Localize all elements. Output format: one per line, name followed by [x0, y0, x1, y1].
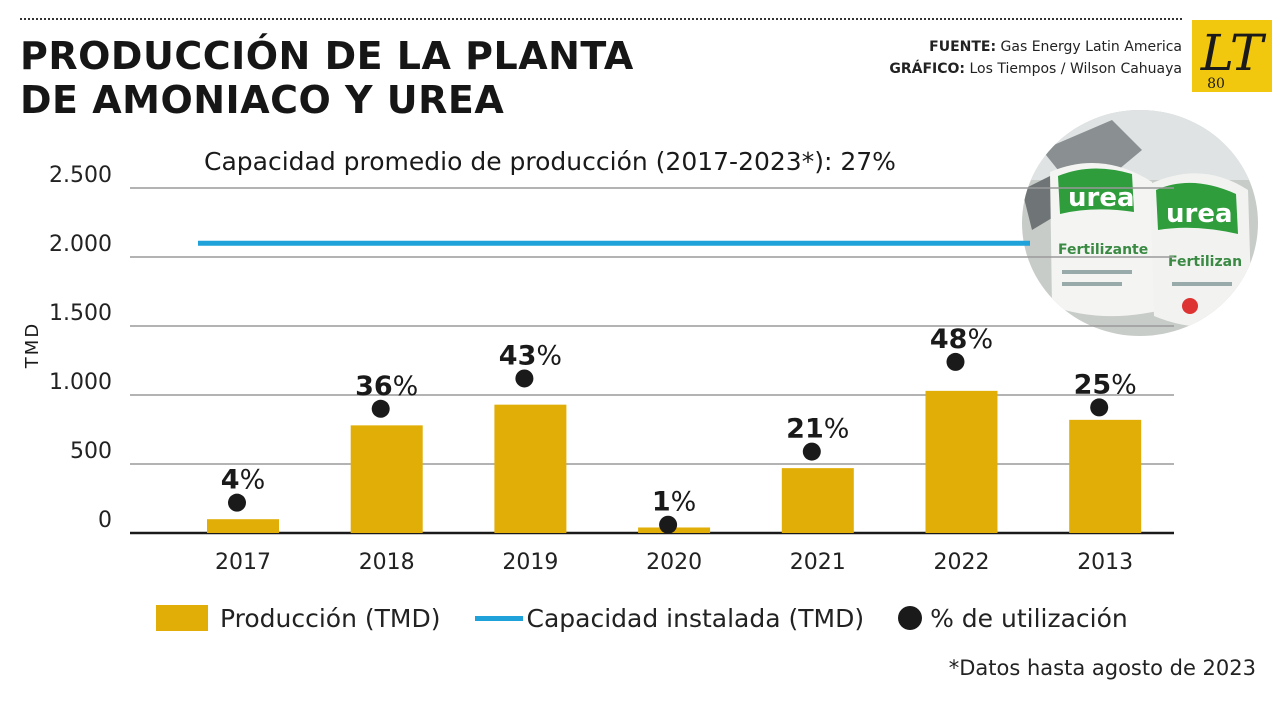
- bar-production: [781, 468, 854, 533]
- label-layer: 0 500 1.000 1.500 2.000 2.500 4% 36% 43% 1% 21% 48%…: [49, 163, 1137, 575]
- utilization-dot: [228, 493, 246, 512]
- legend-label-production: Producción (TMD): [220, 603, 441, 633]
- title-line-2: DE AMONIACO Y UREA: [20, 78, 505, 122]
- bar-production: [207, 519, 279, 533]
- x-tick-label: 2020: [646, 550, 702, 575]
- legend-item-production: Producción (TMD): [156, 604, 441, 633]
- bag-label-2: urea: [1166, 199, 1233, 229]
- y-tick-label: 2.500: [49, 163, 112, 188]
- data-label: 4%: [221, 465, 265, 496]
- bag-text-1: Fertilizante: [1058, 242, 1148, 258]
- y-tick-label: 0: [98, 508, 112, 533]
- bag-text-2: Fertilizan: [1168, 254, 1242, 270]
- title-line-1: PRODUCCIÓN DE LA PLANTA: [20, 34, 634, 78]
- legend-label-utilization: % de utilización: [930, 603, 1128, 633]
- legend-swatch-production: [156, 605, 208, 631]
- y-tick-label: 1.500: [49, 301, 112, 326]
- urea-bags-icon: urea urea Fertilizante Fertilizan: [1022, 110, 1258, 336]
- logo-letters: LT: [1200, 24, 1267, 82]
- x-tick-label: 2021: [790, 550, 846, 575]
- x-tick-label: 2019: [502, 550, 558, 575]
- credits: FUENTE: Gas Energy Latin America GRÁFICO…: [889, 36, 1182, 80]
- graphic-label: GRÁFICO:: [889, 61, 966, 77]
- chart-subtitle: Capacidad promedio de producción (2017-2…: [204, 147, 896, 176]
- x-tick-label: 2017: [215, 550, 271, 575]
- x-tick-label: 2022: [934, 550, 990, 575]
- legend-label-capacity: Capacidad instalada (TMD): [526, 603, 865, 633]
- legend-item-capacity: Capacidad instalada (TMD): [474, 603, 865, 633]
- x-tick-label: 2018: [359, 550, 415, 575]
- bar-production: [350, 425, 423, 533]
- logo-icon: LT 80: [1200, 24, 1267, 92]
- bar-production: [925, 390, 998, 533]
- chart-title: PRODUCCIÓN DE LA PLANTA DE AMONIACO Y UR…: [20, 34, 634, 122]
- legend-item-utilization: % de utilización: [898, 604, 1128, 633]
- y-tick-label: 2.000: [49, 232, 112, 257]
- urea-bags-photo: urea urea Fertilizante Fertilizan: [1022, 110, 1258, 336]
- y-tick-label: 500: [70, 439, 112, 464]
- los-tiempos-logo: LT 80: [1192, 20, 1272, 92]
- utilization-dot: [371, 399, 390, 418]
- utilization-dot: [1090, 398, 1109, 417]
- x-tick-label: 2013: [1077, 550, 1133, 575]
- y-tick-label: 1.000: [49, 370, 112, 395]
- dot-layer: [228, 352, 1109, 534]
- grid-layer: [130, 187, 1174, 535]
- footnote: *Datos hasta agosto de 2023: [948, 656, 1256, 680]
- bar-production: [1069, 419, 1142, 533]
- bar-production: [494, 404, 567, 533]
- y-axis-label: TMD: [22, 322, 43, 369]
- data-label: 48%: [930, 324, 993, 355]
- source-label: FUENTE:: [929, 39, 997, 55]
- data-label: 43%: [499, 340, 562, 371]
- graphic-credit: GRÁFICO: Los Tiempos / Wilson Cahuaya: [889, 58, 1182, 80]
- utilization-dot: [946, 352, 965, 371]
- legend-swatch-capacity: [474, 615, 523, 621]
- data-label: 25%: [1074, 369, 1137, 400]
- logo-number: 80: [1207, 76, 1225, 92]
- utilization-dot: [802, 442, 821, 461]
- source-value: Gas Energy Latin America: [1000, 39, 1182, 55]
- top-rule: [20, 18, 1182, 20]
- utilization-dot: [515, 369, 534, 388]
- legend-swatch-utilization: [898, 606, 923, 630]
- data-label: 1%: [652, 487, 696, 518]
- utilization-dot: [659, 515, 678, 534]
- bar-layer: [207, 390, 1142, 533]
- legend: Producción (TMD) Capacidad instalada (TM…: [156, 598, 1162, 638]
- source-credit: FUENTE: Gas Energy Latin America: [889, 36, 1182, 58]
- data-label: 36%: [355, 371, 418, 402]
- graphic-value: Los Tiempos / Wilson Cahuaya: [969, 61, 1182, 77]
- data-label: 21%: [786, 414, 849, 445]
